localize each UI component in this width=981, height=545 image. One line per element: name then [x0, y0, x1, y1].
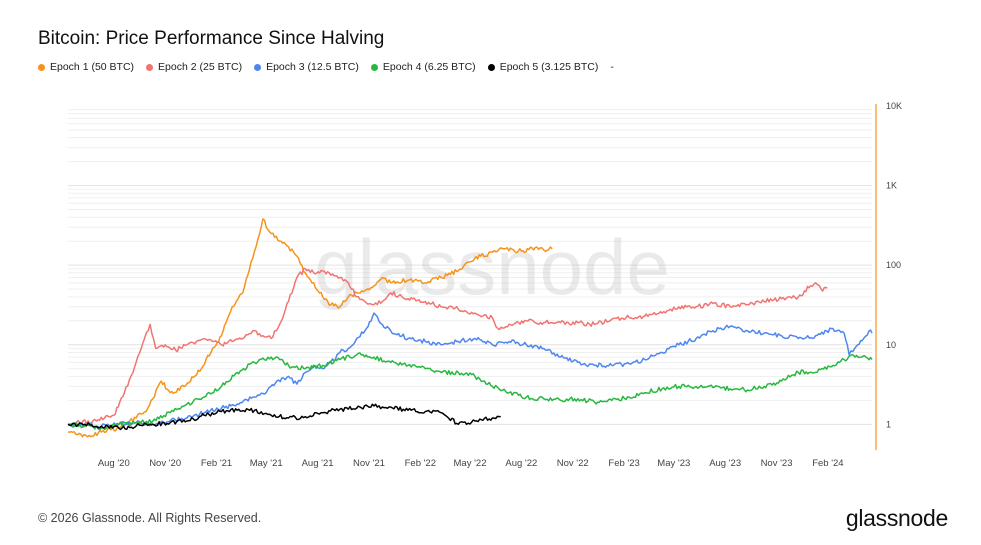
series-line-epoch-5	[67, 403, 501, 431]
series-line-epoch-4	[67, 352, 873, 431]
legend-label-epoch-4: Epoch 4 (6.25 BTC)	[382, 61, 476, 73]
x-tick-label: Feb '21	[201, 458, 232, 469]
series-line-epoch-1	[68, 218, 553, 438]
x-tick-label: May '23	[657, 458, 690, 469]
legend-dot-epoch-2	[146, 63, 154, 71]
x-tick-label: May '21	[250, 458, 283, 469]
legend-label-epoch-1: Epoch 1 (50 BTC)	[50, 61, 135, 73]
legend-dot-epoch-1	[38, 63, 45, 71]
legend-dot-epoch-3	[254, 63, 262, 71]
y-tick-label: 10	[886, 340, 896, 350]
x-tick-label: Feb '22	[405, 458, 436, 469]
legend-dot-epoch-5	[487, 63, 495, 71]
x-tick-label: Nov '20	[149, 458, 181, 469]
brand-logo: glassnode	[845, 505, 948, 531]
series-line-epoch-3	[67, 312, 873, 429]
x-tick-label: May '22	[454, 458, 487, 469]
legend-item-epoch-3[interactable]: Epoch 3 (12.5 BTC)	[254, 61, 359, 73]
x-tick-label: Nov '22	[557, 458, 589, 469]
chart-title: Bitcoin: Price Performance Since Halving	[38, 28, 385, 49]
copyright-footer: © 2026 Glassnode. All Rights Reserved.	[38, 511, 262, 525]
legend-dot-epoch-4	[370, 63, 378, 71]
x-tick-label: Aug '20	[98, 458, 130, 469]
legend-label-epoch-2: Epoch 2 (25 BTC)	[158, 61, 243, 73]
axis-layer: 1 10 100 1K 10K Aug '20 Nov '20 Feb '21 May '21 A…	[98, 101, 902, 469]
x-tick-label: Nov '21	[353, 458, 385, 469]
legend-item-epoch-2[interactable]: Epoch 2 (25 BTC)	[146, 61, 242, 73]
x-tick-label: Aug '23	[709, 458, 741, 469]
x-tick-label: Aug '22	[505, 458, 537, 469]
legend-item-epoch-5[interactable]: Epoch 5 (3.125 BTC)	[487, 61, 599, 73]
legend: Epoch 1 (50 BTC) Epoch 2 (25 BTC) Epoch …	[38, 61, 614, 73]
series-layer	[67, 218, 873, 438]
x-tick-label: Nov '23	[761, 458, 793, 469]
y-tick-label: 10K	[886, 101, 902, 111]
legend-item-epoch-1[interactable]: Epoch 1 (50 BTC)	[38, 61, 134, 73]
series-line-epoch-2	[67, 267, 828, 426]
legend-item-epoch-4[interactable]: Epoch 4 (6.25 BTC)	[370, 61, 476, 73]
legend-item-extra[interactable]: -	[610, 61, 614, 73]
y-tick-label: 1	[886, 419, 891, 429]
legend-label-epoch-5: Epoch 5 (3.125 BTC)	[499, 61, 599, 73]
x-tick-label: Feb '24	[812, 458, 843, 469]
legend-label-epoch-3: Epoch 3 (12.5 BTC)	[266, 61, 359, 73]
x-tick-label: Feb '23	[608, 458, 639, 469]
y-tick-label: 1K	[886, 181, 897, 191]
watermark-text: glassnode	[314, 223, 670, 311]
x-tick-label: Aug '21	[302, 458, 334, 469]
legend-label-extra: -	[610, 61, 614, 73]
y-tick-label: 100	[886, 260, 901, 270]
